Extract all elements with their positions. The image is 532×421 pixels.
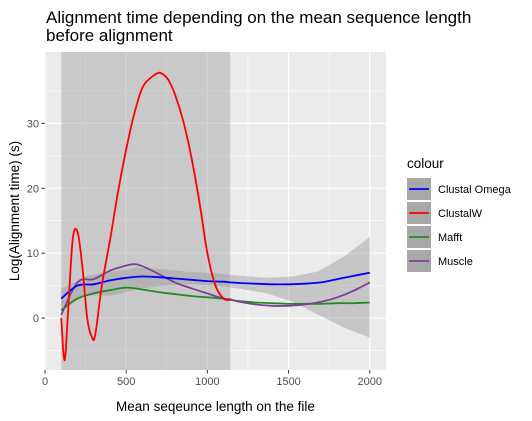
highlight-region [61,52,231,370]
y-tick-label: 20 [27,183,39,195]
chart-title-line-2: before alignment [46,26,173,45]
series-line-clustalw [60,71,231,362]
x-axis-title: Mean seqeunce length on the file [116,399,315,414]
y-tick-label: 30 [27,118,39,130]
x-tick-label: 1000 [195,376,219,388]
x-tick-label: 500 [117,376,135,388]
legend-label-muscle: Muscle [438,256,473,268]
series-lines [60,71,371,362]
y-axis-title: Log(Alignment time) (s) [7,141,22,281]
y-tick-label: 0 [33,313,39,325]
legend-label-mafft: Mafft [438,232,462,244]
x-tick-label: 1500 [276,376,300,388]
series-line-clustal-omega [60,271,370,300]
y-tick-label: 10 [27,248,39,260]
x-tick-label: 2000 [358,376,382,388]
chart-title-line-1: Alignment time depending on the mean seq… [46,8,471,27]
legend-label-clustal-omega: Clustal Omega [438,184,512,196]
legend-title: colour [407,156,444,171]
x-tick-label: 0 [42,376,48,388]
legend: colour Clustal Omega ClustalW Mafft Muscle [407,156,512,272]
series-line-muscle [60,263,371,316]
x-axis-ticks: 0 500 1000 1500 2000 [42,370,382,388]
y-axis-ticks: 0 10 20 30 [27,118,45,325]
legend-label-clustalw: ClustalW [438,208,483,220]
